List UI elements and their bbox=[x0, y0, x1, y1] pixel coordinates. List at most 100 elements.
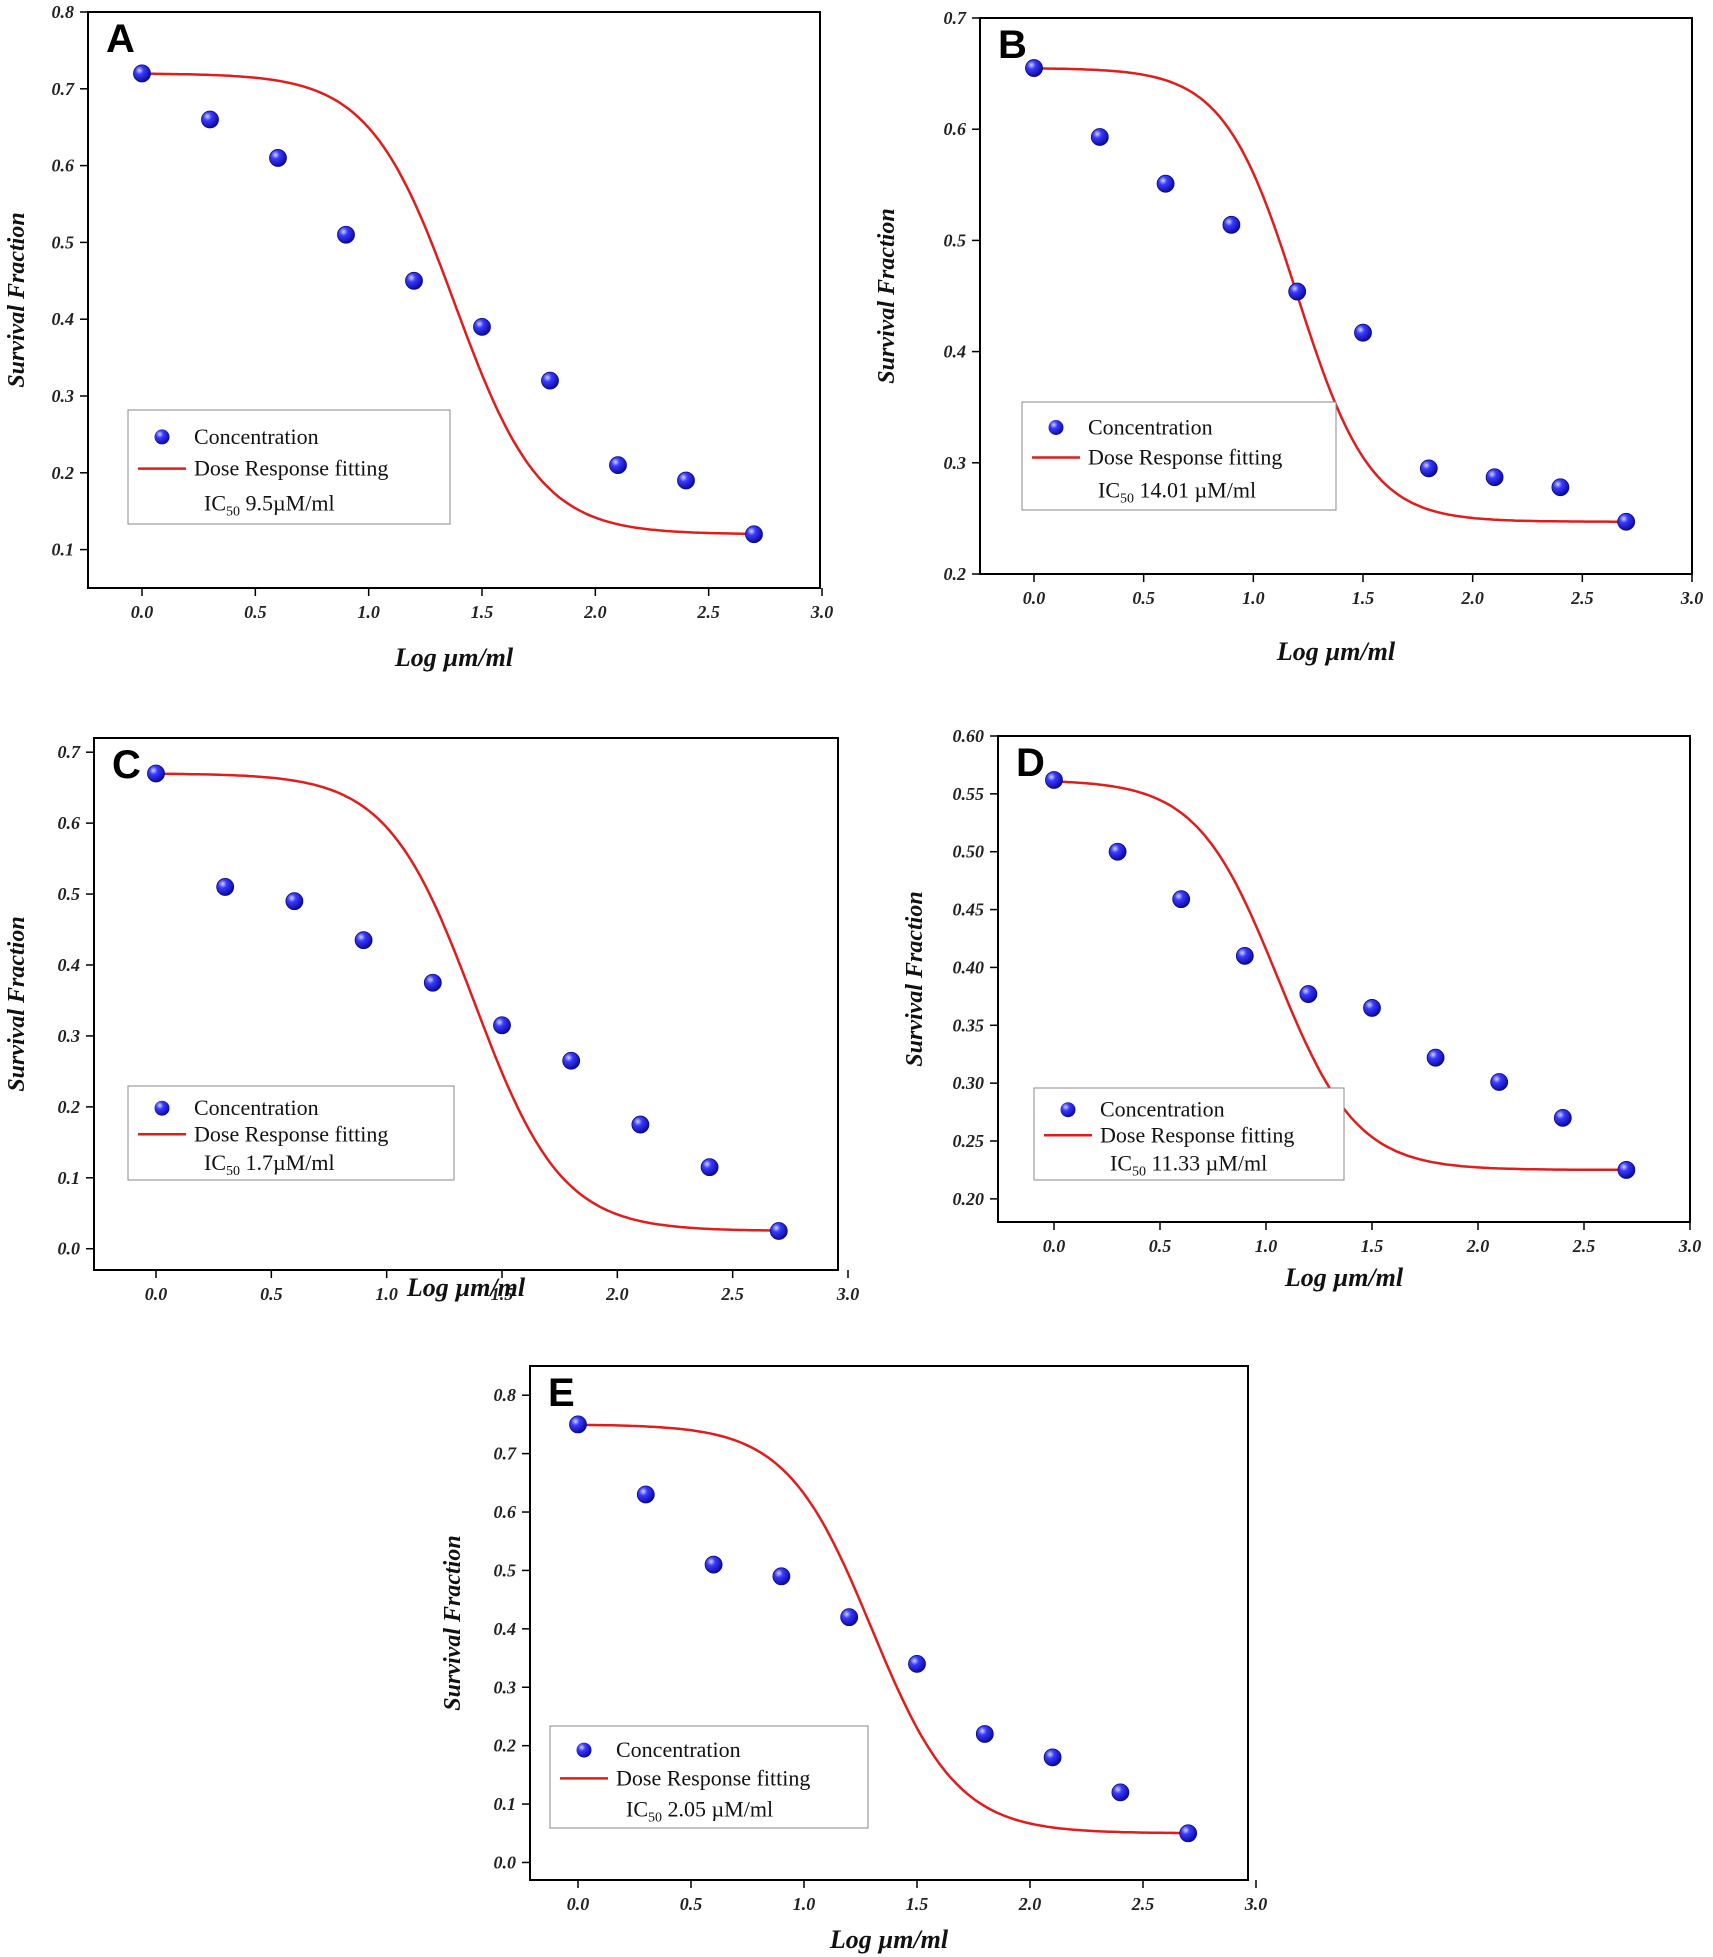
x-tick-label: 3.0 bbox=[1244, 1894, 1268, 1914]
legend: Concentration Dose Response fitting IC50 2… bbox=[549, 1725, 869, 1829]
concentration-point bbox=[1551, 478, 1570, 497]
y-tick-label: 0.2 bbox=[944, 564, 967, 584]
legend-label-concentration: Concentration bbox=[194, 424, 319, 449]
x-tick-label: 3.0 bbox=[1678, 1236, 1702, 1256]
y-tick-label: 0.55 bbox=[953, 784, 985, 804]
y-tick-label: 0.40 bbox=[953, 957, 985, 977]
dose-response-fit-line bbox=[577, 1423, 1189, 1835]
concentration-point bbox=[562, 1051, 581, 1070]
concentration-point bbox=[1222, 215, 1241, 234]
legend-label-concentration: Concentration bbox=[194, 1095, 319, 1120]
y-tick-label: 0.0 bbox=[58, 1239, 81, 1259]
concentration-point bbox=[636, 1485, 655, 1504]
concentration-point bbox=[1045, 771, 1063, 789]
y-tick-label: 0.35 bbox=[953, 1015, 985, 1035]
y-tick-label: 0.4 bbox=[58, 955, 81, 975]
concentration-point bbox=[1090, 128, 1109, 146]
y-tick-label: 0.5 bbox=[58, 884, 81, 904]
concentration-point bbox=[1363, 999, 1381, 1017]
concentration-point bbox=[1419, 459, 1438, 478]
concentration-point bbox=[1485, 468, 1504, 487]
legend-label-fit: Dose Response fitting bbox=[194, 1121, 388, 1146]
y-tick-label: 0.1 bbox=[494, 1794, 517, 1814]
y-tick-label: 0.8 bbox=[494, 1385, 517, 1405]
concentration-point bbox=[423, 973, 442, 992]
legend-marker-concentration bbox=[576, 1742, 592, 1758]
x-tick-label: 2.5 bbox=[1131, 1894, 1155, 1914]
legend-box bbox=[127, 409, 451, 525]
plot-frame bbox=[93, 737, 839, 1271]
x-tick-label: 3.0 bbox=[810, 602, 834, 622]
y-tick-label: 0.3 bbox=[494, 1677, 517, 1697]
y-tick-label: 0.2 bbox=[494, 1736, 517, 1756]
chart-panel-b: 0.0 0.5 1.0 1.5 2.0 2.5 3.0 0.2 0.3 0.4 0.5 0.6 0.7 L… bbox=[874, 8, 1703, 666]
legend-box bbox=[549, 1725, 869, 1829]
dose-response-fit-line bbox=[1034, 67, 1627, 523]
concentration-point bbox=[700, 1158, 719, 1177]
x-tick-label: 2.5 bbox=[1572, 1236, 1596, 1256]
concentration-point bbox=[216, 878, 235, 896]
concentration-point bbox=[269, 149, 287, 167]
concentration-point bbox=[1172, 890, 1191, 909]
y-axis-label: Survival Fraction bbox=[902, 891, 928, 1066]
legend-marker-concentration bbox=[1048, 420, 1064, 435]
y-tick-label: 0.25 bbox=[953, 1131, 985, 1151]
panel-label: C bbox=[112, 743, 141, 787]
legend-ic50: IC50 9.5µM/ml bbox=[204, 490, 335, 519]
y-axis-label: Survival Fraction bbox=[440, 1535, 466, 1710]
x-tick-label: 0.0 bbox=[567, 1894, 590, 1914]
y-tick-label: 0.45 bbox=[953, 900, 985, 920]
x-axis-label: Log µm/ml bbox=[394, 643, 514, 672]
x-tick-label: 1.0 bbox=[793, 1894, 816, 1914]
x-tick-label: 1.5 bbox=[491, 1284, 514, 1304]
x-tick-label: 1.0 bbox=[375, 1284, 398, 1304]
legend-label-concentration: Concentration bbox=[1088, 415, 1213, 440]
x-tick-label: 0.5 bbox=[1149, 1236, 1172, 1256]
y-tick-label: 0.0 bbox=[494, 1852, 517, 1872]
y-tick-label: 0.6 bbox=[58, 813, 81, 833]
concentration-point bbox=[337, 225, 355, 244]
x-tick-label: 0.5 bbox=[244, 602, 267, 622]
dose-response-fit-line bbox=[141, 72, 754, 536]
y-tick-label: 0.5 bbox=[52, 232, 75, 252]
y-tick-label: 0.7 bbox=[944, 8, 968, 28]
concentration-point bbox=[631, 1115, 650, 1134]
concentration-point bbox=[745, 525, 763, 544]
chart-panel-a: 0.0 0.5 1.0 1.5 2.0 2.5 3.0 0.1 0.2 0.3 0.4 0.5 0.6 0… bbox=[4, 2, 833, 672]
concentration-point bbox=[1025, 59, 1043, 77]
plot-frame bbox=[87, 11, 821, 589]
panel-label: D bbox=[1016, 741, 1045, 785]
legend-marker-concentration bbox=[154, 429, 170, 445]
y-tick-label: 0.1 bbox=[58, 1168, 81, 1188]
x-tick-label: 2.0 bbox=[605, 1284, 629, 1304]
concentration-point bbox=[1426, 1048, 1445, 1067]
concentration-point bbox=[1617, 1161, 1636, 1179]
legend-ic50: IC50 1.7µM/ml bbox=[204, 1150, 335, 1179]
concentration-point bbox=[1617, 512, 1636, 531]
y-tick-label: 0.60 bbox=[953, 726, 985, 746]
concentration-point bbox=[1111, 1783, 1130, 1802]
x-axis-label: Log µm/ml bbox=[1276, 637, 1396, 666]
x-tick-label: 0.5 bbox=[1132, 588, 1155, 608]
concentration-point bbox=[569, 1415, 587, 1434]
plot-frame bbox=[997, 735, 1691, 1223]
concentration-point bbox=[1299, 985, 1318, 1003]
dose-response-fit-line bbox=[156, 772, 779, 1232]
legend-label-fit: Dose Response fitting bbox=[1088, 445, 1282, 470]
x-tick-label: 0.5 bbox=[260, 1284, 283, 1304]
x-tick-label: 2.0 bbox=[1018, 1894, 1042, 1914]
legend-box bbox=[127, 1085, 455, 1181]
concentration-point bbox=[493, 1016, 511, 1035]
concentration-point bbox=[975, 1725, 994, 1743]
y-tick-label: 0.8 bbox=[52, 2, 75, 22]
y-tick-label: 0.5 bbox=[494, 1560, 517, 1580]
x-axis-label: Log µm/ml bbox=[406, 1273, 526, 1302]
x-tick-label: 0.0 bbox=[1043, 1236, 1066, 1256]
legend-ic50: IC50 2.05 µM/ml bbox=[626, 1797, 773, 1826]
y-tick-label: 0.7 bbox=[58, 742, 82, 762]
y-tick-label: 0.7 bbox=[52, 79, 76, 99]
